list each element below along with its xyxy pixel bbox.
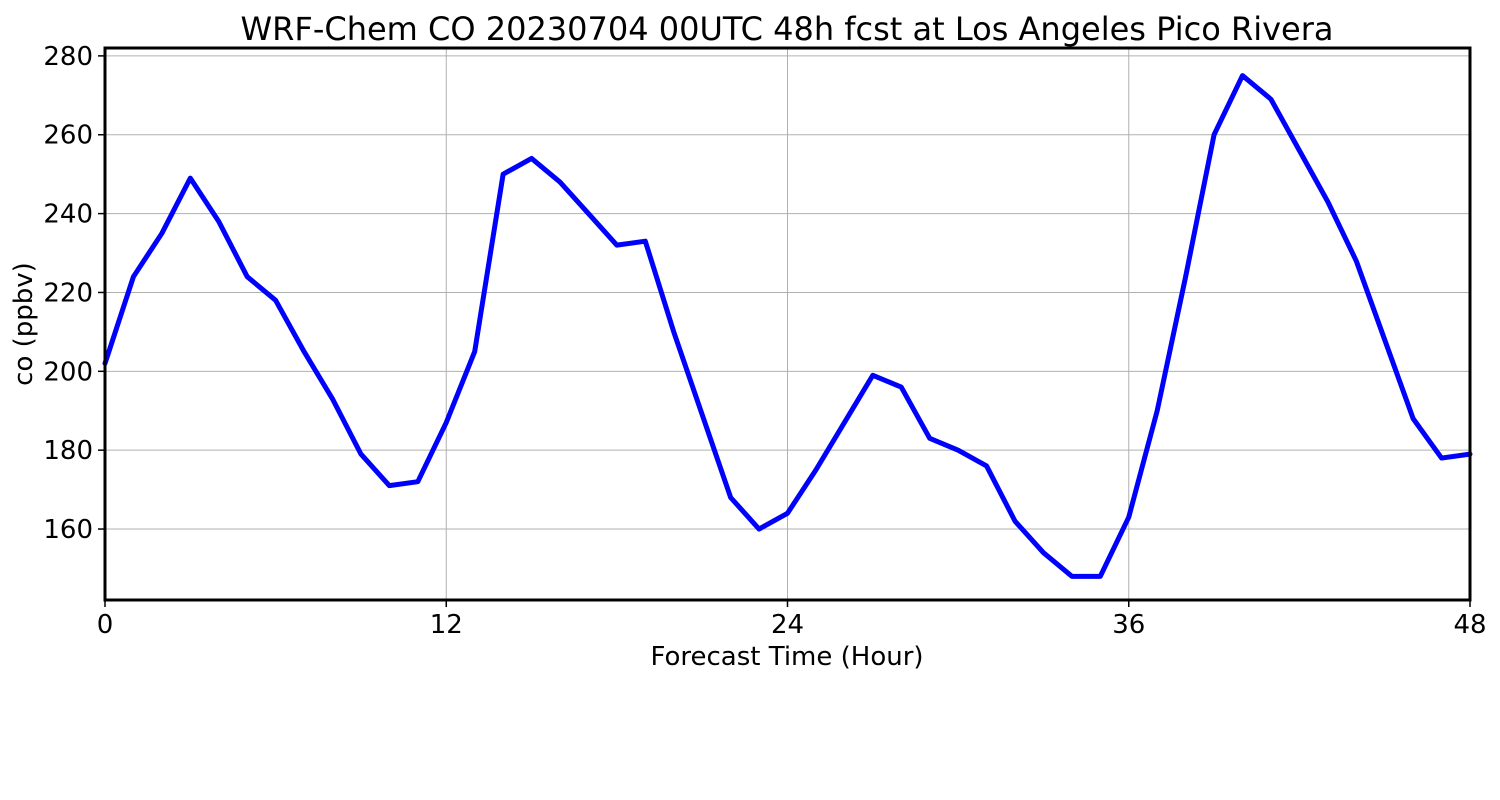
co-series-line xyxy=(102,73,1473,579)
x-tick-label: 36 xyxy=(1112,610,1145,640)
chart-title: WRF-Chem CO 20230704 00UTC 48h fcst at L… xyxy=(241,10,1334,48)
grid xyxy=(105,48,1470,600)
y-tick-label: 280 xyxy=(43,42,93,72)
x-tick-label: 48 xyxy=(1453,610,1486,640)
y-tick-label: 200 xyxy=(43,357,93,387)
x-tick-label: 12 xyxy=(430,610,463,640)
x-axis-label: Forecast Time (Hour) xyxy=(650,642,923,672)
x-tick-label: 24 xyxy=(771,610,804,640)
ticks: 0 12 24 36 48 160 180 200 220 240 260 280 xyxy=(43,42,1486,640)
y-axis-label: co (ppbv) xyxy=(9,262,39,386)
x-tick-label: 0 xyxy=(97,610,114,640)
y-tick-label: 160 xyxy=(43,515,93,545)
y-tick-label: 260 xyxy=(43,121,93,151)
series-layer xyxy=(102,73,1473,579)
y-tick-label: 240 xyxy=(43,200,93,230)
y-tick-label: 220 xyxy=(43,278,93,308)
y-tick-label: 180 xyxy=(43,436,93,466)
